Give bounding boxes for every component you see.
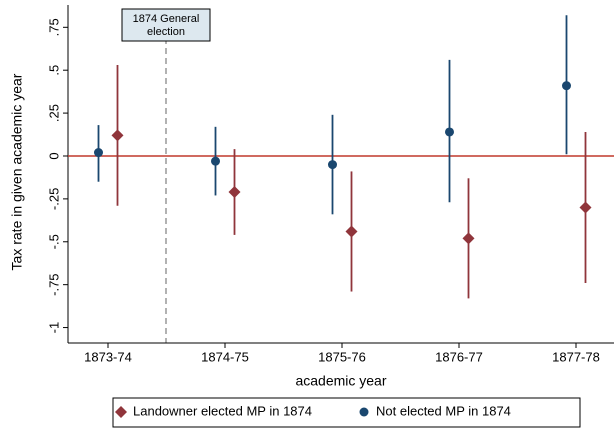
point <box>228 186 241 199</box>
x-axis-title: academic year <box>295 373 386 389</box>
x-tick-label: 1874-75 <box>201 349 249 364</box>
point <box>562 81 571 91</box>
annotation: election <box>147 26 185 38</box>
legend-marker <box>115 406 127 418</box>
annotation: 1874 General <box>133 13 200 25</box>
y-tick-label: .5 <box>46 65 61 76</box>
x-tick-label: 1873-74 <box>84 349 132 364</box>
x-tick-label: 1876-77 <box>435 349 483 364</box>
point <box>345 225 358 238</box>
annotation-box <box>121 8 211 42</box>
point <box>328 160 337 170</box>
y-tick-label: 0 <box>46 152 61 159</box>
y-tick-label: .75 <box>46 18 61 36</box>
point <box>462 232 475 245</box>
x-tick-label: 1875-76 <box>318 349 366 364</box>
y-tick-label: -.75 <box>46 273 61 295</box>
point <box>579 201 592 214</box>
y-tick-label: .25 <box>46 104 61 122</box>
y-tick-label: -1 <box>46 322 61 334</box>
y-axis-title: Tax rate in given academic year <box>9 73 25 270</box>
legend-label: Not elected MP in 1874 <box>376 403 511 418</box>
y-tick-label: -.5 <box>46 234 61 249</box>
legend-marker <box>359 407 369 417</box>
point <box>94 148 103 158</box>
point <box>111 129 124 142</box>
legend-box <box>112 397 581 428</box>
x-tick-label: 1877-78 <box>552 349 600 364</box>
point <box>445 127 454 137</box>
legend-label: Landowner elected MP in 1874 <box>133 403 312 418</box>
point <box>211 156 220 166</box>
y-tick-label: -.25 <box>46 188 61 210</box>
